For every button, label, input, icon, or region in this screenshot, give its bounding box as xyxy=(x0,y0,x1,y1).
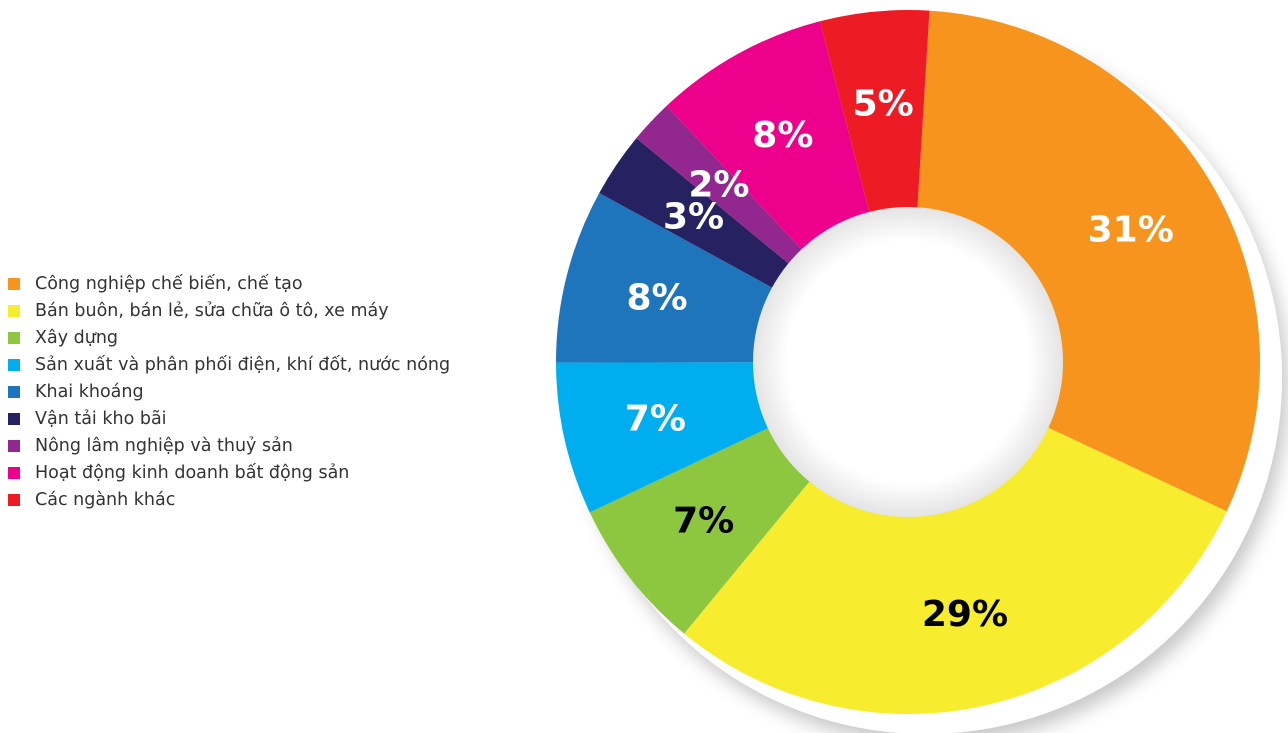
donut-slice xyxy=(589,426,813,634)
slice-data-label: 5% xyxy=(853,84,914,125)
legend-item: Vận tải kho bãi xyxy=(8,405,450,432)
legend-item: Các ngành khác xyxy=(8,486,450,513)
donut-slice xyxy=(599,138,793,290)
slice-data-label: 7% xyxy=(625,398,686,439)
legend-swatch xyxy=(8,385,20,398)
legend-item: Nông lâm nghiệp và thuỷ sản xyxy=(8,432,450,459)
legend-label: Khai khoáng xyxy=(35,381,144,402)
legend-item: Khai khoáng xyxy=(8,378,450,405)
donut-slice xyxy=(666,21,871,253)
donut-slice xyxy=(636,105,806,267)
donut-slice xyxy=(556,192,777,363)
slice-data-label: 2% xyxy=(688,165,749,206)
legend-swatch xyxy=(8,412,20,425)
donut-slice xyxy=(819,9,930,217)
legend-swatch xyxy=(8,493,20,506)
legend-label: Xây dựng xyxy=(35,327,119,348)
slice-data-label: 7% xyxy=(673,501,734,542)
donut-slice xyxy=(556,362,773,513)
legend-item: Xây dựng xyxy=(8,324,450,351)
slice-data-label: 8% xyxy=(752,115,813,156)
donut-slice xyxy=(917,10,1260,512)
legend-swatch xyxy=(8,358,20,371)
legend-swatch xyxy=(8,304,20,317)
legend-label: Các ngành khác xyxy=(35,489,176,510)
legend-swatch xyxy=(8,277,20,290)
chart-legend: Công nghiệp chế biến, chế tạo Bán buôn, b… xyxy=(8,270,450,513)
legend-item: Hoạt động kinh doanh bất động sản xyxy=(8,459,450,486)
legend-label: Hoạt động kinh doanh bất động sản xyxy=(35,462,350,483)
legend-label: Sản xuất và phân phối điện, khí đốt, nướ… xyxy=(35,354,451,375)
legend-swatch xyxy=(8,331,20,344)
legend-item: Sản xuất và phân phối điện, khí đốt, nướ… xyxy=(8,351,450,378)
legend-label: Nông lâm nghiệp và thuỷ sản xyxy=(35,435,293,456)
slice-data-label: 29% xyxy=(922,594,1008,635)
slice-data-label: 3% xyxy=(663,196,724,237)
legend-swatch xyxy=(8,439,20,452)
donut-hole xyxy=(753,207,1063,517)
legend-item: Công nghiệp chế biến, chế tạo xyxy=(8,270,450,297)
legend-item: Bán buôn, bán lẻ, sửa chữa ô tô, xe máy xyxy=(8,297,450,324)
legend-label: Công nghiệp chế biến, chế tạo xyxy=(35,273,303,294)
legend-label: Vận tải kho bãi xyxy=(35,408,167,429)
slice-data-label: 31% xyxy=(1088,209,1174,250)
slice-data-label: 8% xyxy=(626,278,687,319)
donut-slice xyxy=(684,425,1227,714)
legend-swatch xyxy=(8,466,20,479)
legend-label: Bán buôn, bán lẻ, sửa chữa ô tô, xe máy xyxy=(35,300,389,321)
